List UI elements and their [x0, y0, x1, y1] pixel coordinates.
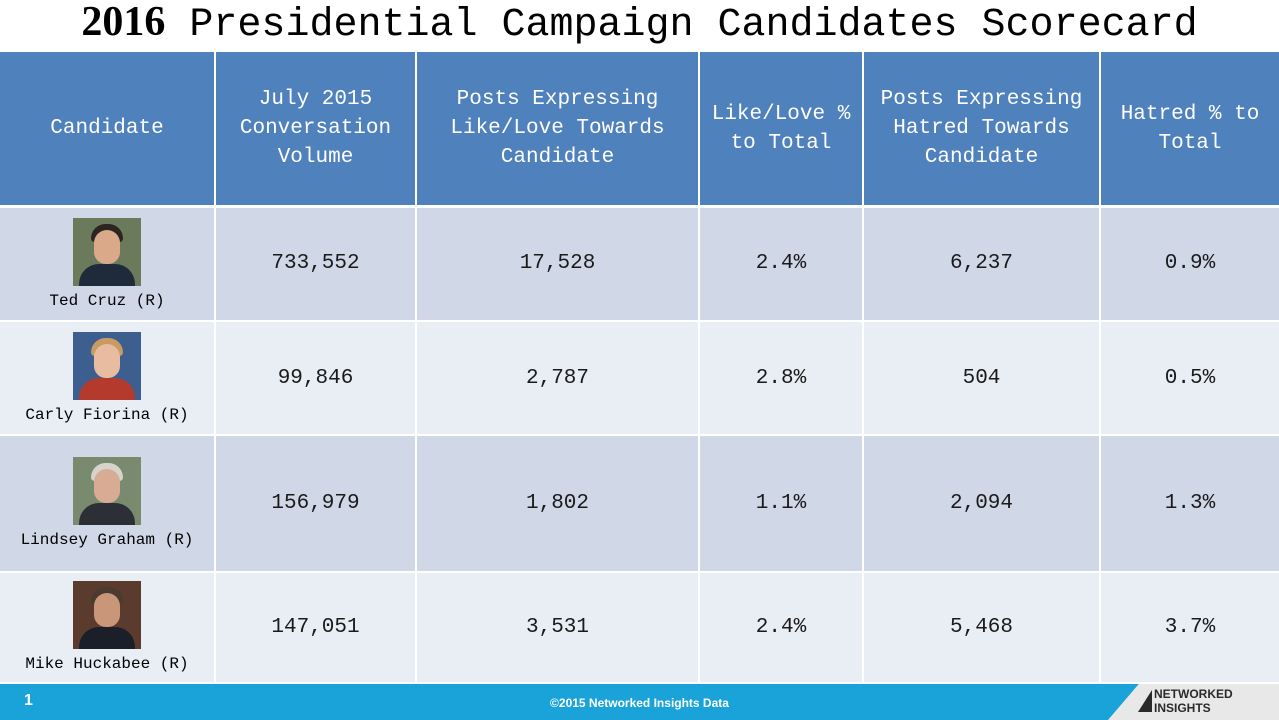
header-hate-pct: Hatred % to Total [1100, 52, 1279, 208]
hate-posts-cell: 6,237 [863, 206, 1101, 322]
like-pct-cell: 1.1% [699, 435, 864, 573]
header-volume: July 2015 Conversation Volume [215, 52, 417, 208]
hate-pct-cell: 1.3% [1100, 435, 1279, 573]
table-row: Carly Fiorina (R) 99,846 2,787 2.8% 504 … [0, 320, 1279, 437]
table-row: Mike Huckabee (R) 147,051 3,531 2.4% 5,4… [0, 571, 1279, 685]
header-row: Candidate July 2015 Conversation Volume … [0, 52, 1279, 208]
candidate-cell: Ted Cruz (R) [0, 206, 216, 322]
like-posts-cell: 1,802 [416, 435, 700, 573]
like-posts-cell: 3,531 [416, 571, 700, 685]
hate-posts-cell: 5,468 [863, 571, 1101, 685]
header-like-pct: Like/Love % to Total [699, 52, 864, 208]
candidate-cell: Carly Fiorina (R) [0, 320, 216, 437]
page-number: 1 [24, 692, 33, 709]
header-candidate: Candidate [0, 52, 216, 208]
table-row: Lindsey Graham (R) 156,979 1,802 1.1% 2,… [0, 435, 1279, 573]
candidate-photo [73, 332, 141, 401]
networked-insights-logo: NETWORKED INSIGHTS [1108, 684, 1279, 720]
candidate-name: Lindsey Graham (R) [20, 531, 194, 550]
copyright-text: ©2015 Networked Insights Data [550, 696, 729, 710]
like-pct-cell: 2.8% [699, 320, 864, 437]
volume-cell: 733,552 [215, 206, 417, 322]
candidate-photo [73, 457, 141, 526]
hate-pct-cell: 0.5% [1100, 320, 1279, 437]
logo-mark-icon [1138, 690, 1152, 712]
volume-cell: 147,051 [215, 571, 417, 685]
like-pct-cell: 2.4% [699, 206, 864, 322]
logo-line-1: NETWORKED [1154, 687, 1233, 701]
candidate-name: Ted Cruz (R) [49, 291, 165, 310]
table-row: Ted Cruz (R) 733,552 17,528 2.4% 6,237 0… [0, 206, 1279, 322]
page-title: 2016 Presidential Campaign Candidates Sc… [0, 0, 1279, 52]
hate-posts-cell: 2,094 [863, 435, 1101, 573]
volume-cell: 99,846 [215, 320, 417, 437]
candidate-name: Mike Huckabee (R) [25, 655, 189, 674]
hate-pct-cell: 0.9% [1100, 206, 1279, 322]
logo-line-2: INSIGHTS [1154, 701, 1211, 715]
footer-bar: 1 ©2015 Networked Insights Data NETWORKE… [0, 684, 1279, 720]
candidate-cell: Mike Huckabee (R) [0, 571, 216, 685]
candidate-name: Carly Fiorina (R) [25, 406, 189, 425]
header-like-posts: Posts Expressing Like/Love Towards Candi… [416, 52, 700, 208]
hate-pct-cell: 3.7% [1100, 571, 1279, 685]
volume-cell: 156,979 [215, 435, 417, 573]
scorecard-table: Candidate July 2015 Conversation Volume … [0, 52, 1279, 685]
header-hate-posts: Posts Expressing Hatred Towards Candidat… [863, 52, 1101, 208]
title-text: Presidential Campaign Candidates Scoreca… [189, 3, 1198, 48]
like-posts-cell: 17,528 [416, 206, 700, 322]
candidate-photo [73, 217, 141, 286]
like-posts-cell: 2,787 [416, 320, 700, 437]
candidate-photo [73, 581, 141, 650]
title-year: 2016 [81, 0, 166, 45]
like-pct-cell: 2.4% [699, 571, 864, 685]
hate-posts-cell: 504 [863, 320, 1101, 437]
candidate-cell: Lindsey Graham (R) [0, 435, 216, 573]
